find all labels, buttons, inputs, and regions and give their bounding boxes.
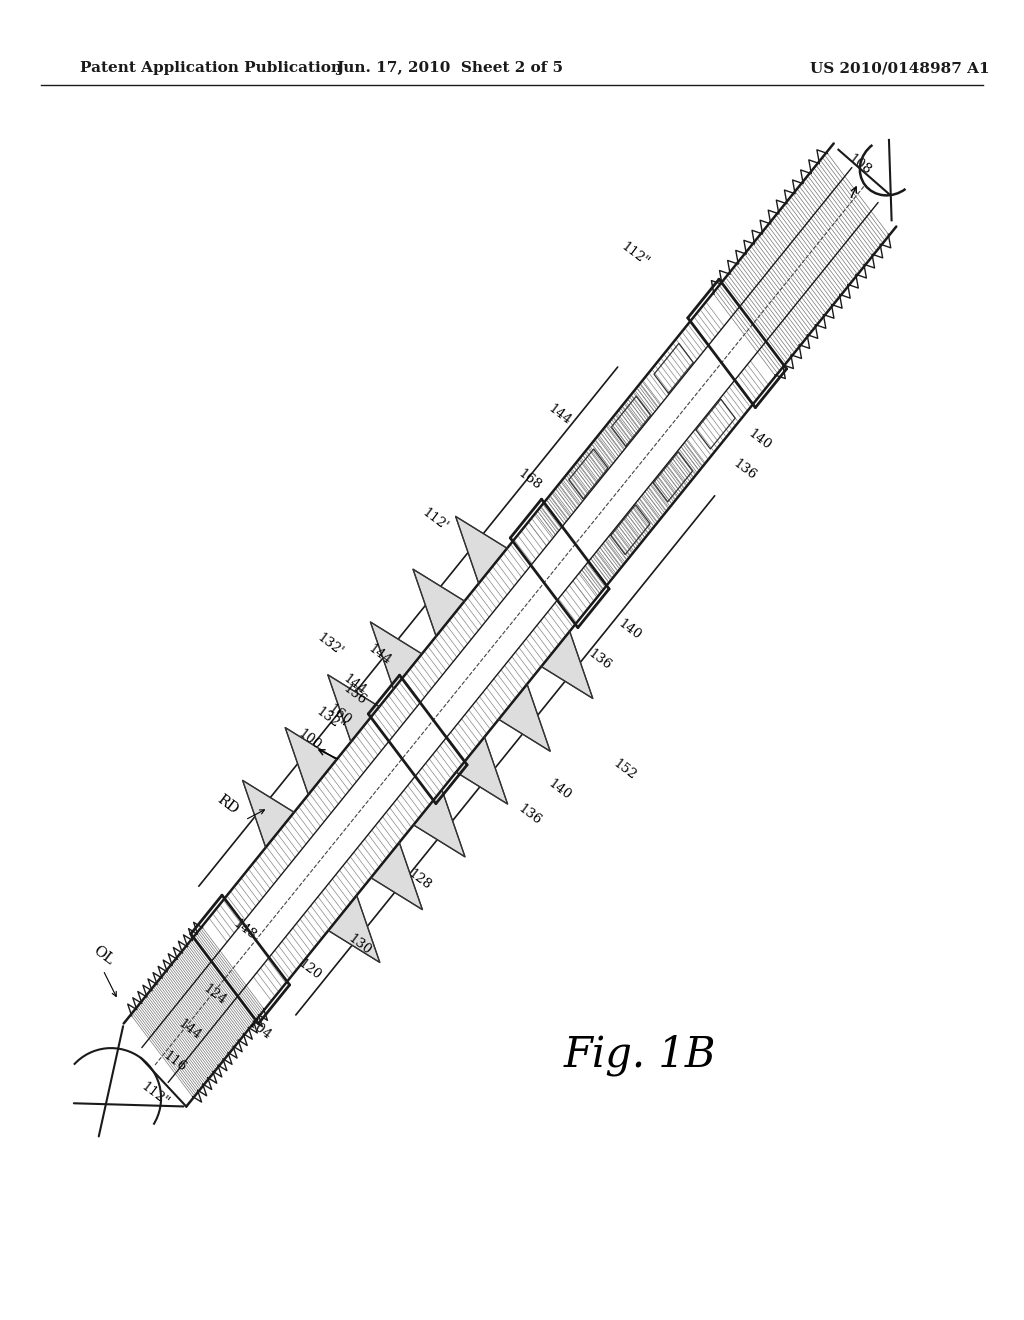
Text: 140: 140	[746, 428, 774, 453]
Polygon shape	[329, 895, 380, 962]
Text: 100: 100	[296, 727, 324, 752]
Text: 132': 132'	[314, 631, 345, 659]
Text: 144: 144	[176, 1018, 204, 1043]
Polygon shape	[124, 144, 896, 1106]
Text: 128: 128	[407, 867, 434, 892]
Polygon shape	[328, 675, 379, 742]
Polygon shape	[286, 727, 337, 795]
Polygon shape	[371, 842, 423, 909]
Text: 140: 140	[546, 777, 573, 803]
Text: 156: 156	[341, 682, 369, 708]
Polygon shape	[542, 631, 593, 698]
Polygon shape	[456, 737, 508, 804]
Text: 108: 108	[846, 152, 873, 178]
Text: 136: 136	[516, 803, 544, 828]
Text: 136: 136	[731, 457, 759, 483]
Text: 130: 130	[346, 932, 374, 958]
Text: 148: 148	[231, 917, 259, 942]
Text: Jun. 17, 2010  Sheet 2 of 5: Jun. 17, 2010 Sheet 2 of 5	[337, 61, 563, 75]
Text: 120: 120	[296, 957, 324, 983]
Text: 140: 140	[616, 618, 644, 643]
Text: 112": 112"	[138, 1081, 171, 1110]
Text: 112": 112"	[618, 240, 651, 269]
Text: 116: 116	[161, 1049, 189, 1074]
Text: 160: 160	[326, 702, 354, 727]
Text: 168: 168	[516, 467, 544, 492]
Polygon shape	[499, 684, 550, 751]
Text: RD: RD	[215, 792, 242, 817]
Polygon shape	[413, 569, 465, 636]
Text: 132": 132"	[313, 705, 346, 735]
Polygon shape	[371, 622, 422, 689]
Text: 112': 112'	[420, 506, 451, 533]
Polygon shape	[456, 516, 507, 583]
Text: 104: 104	[246, 1018, 274, 1043]
Text: Fig. 1B: Fig. 1B	[564, 1034, 716, 1076]
Text: 152: 152	[611, 758, 639, 783]
Text: US 2010/0148987 A1: US 2010/0148987 A1	[810, 61, 990, 75]
Text: 136: 136	[586, 647, 614, 673]
Polygon shape	[414, 789, 465, 857]
Text: 144: 144	[341, 672, 369, 698]
Text: Patent Application Publication: Patent Application Publication	[80, 61, 342, 75]
Text: OL: OL	[90, 942, 116, 968]
Polygon shape	[243, 780, 294, 847]
Text: 144: 144	[366, 643, 394, 668]
Text: 124: 124	[201, 982, 229, 1007]
Text: 144: 144	[546, 403, 573, 428]
